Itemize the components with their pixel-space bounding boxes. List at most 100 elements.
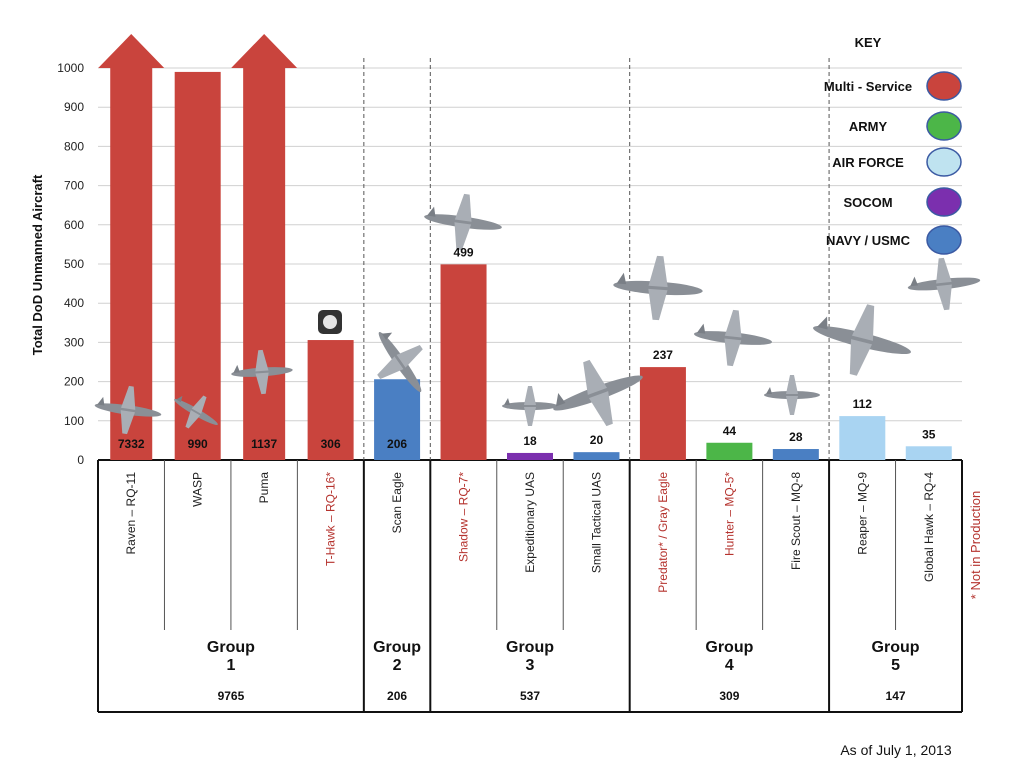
bar xyxy=(839,416,886,460)
wing xyxy=(255,372,269,395)
data-label: 206 xyxy=(387,437,407,451)
wing xyxy=(454,222,472,251)
wing xyxy=(583,359,608,395)
aircraft-images xyxy=(94,193,981,435)
tail xyxy=(817,316,828,330)
y-tick-label: 900 xyxy=(64,100,84,114)
category-label: Predator* / Gray Eagle xyxy=(656,472,670,593)
legend-label: SOCOM xyxy=(843,195,892,210)
group-label: Group xyxy=(872,639,920,656)
group-label: Group xyxy=(207,639,255,656)
bar xyxy=(706,442,753,460)
puma-image xyxy=(231,349,293,395)
bar-arrow xyxy=(98,34,165,460)
fuselage xyxy=(907,277,981,291)
y-axis-label: Total DoD Unmanned Aircraft xyxy=(30,174,45,355)
legend-swatch xyxy=(926,225,962,255)
hunter-image xyxy=(694,309,772,367)
y-tick-label: 700 xyxy=(64,179,84,193)
data-label: 44 xyxy=(723,424,737,438)
group-total: 309 xyxy=(719,689,739,703)
tail xyxy=(427,206,436,217)
tail xyxy=(176,395,183,403)
t-hawk-image xyxy=(318,310,342,334)
bar xyxy=(905,446,952,460)
wing xyxy=(588,391,613,427)
tail xyxy=(910,276,919,287)
fuselage xyxy=(694,331,772,345)
scan-eagle-image xyxy=(377,332,423,392)
wing xyxy=(524,386,536,405)
y-tick-label: 1000 xyxy=(57,61,84,75)
legend-swatch xyxy=(926,111,962,141)
predator-image xyxy=(613,255,703,321)
category-label: T-Hawk – RQ-16* xyxy=(324,472,338,566)
legend-title: KEY xyxy=(855,35,882,50)
legend-label: ARMY xyxy=(849,119,888,134)
wing xyxy=(120,410,135,435)
reaper-image xyxy=(813,304,911,376)
tail xyxy=(766,387,772,394)
fuselage xyxy=(764,391,820,399)
tail xyxy=(696,323,706,334)
data-label: 7332 xyxy=(118,437,145,451)
bar xyxy=(174,71,221,461)
category-label: WASP xyxy=(191,472,205,507)
group-total: 9765 xyxy=(218,689,245,703)
data-label: 20 xyxy=(590,433,604,447)
data-label: 237 xyxy=(653,348,673,362)
category-table: Raven – RQ-11 WASP Puma T-Hawk – RQ-16* Scan… xyxy=(97,460,963,713)
group-number: 1 xyxy=(226,657,235,674)
gridlines xyxy=(98,67,962,422)
y-tick-label: 500 xyxy=(64,257,84,271)
group-number: 4 xyxy=(725,657,734,674)
fire-scout-image xyxy=(764,375,820,415)
legend-label: NAVY / USMC xyxy=(826,233,911,248)
category-label: Shadow – RQ-7* xyxy=(457,472,471,562)
wing xyxy=(724,309,742,338)
wing xyxy=(849,339,873,376)
raven-image xyxy=(94,385,162,435)
bar-arrow xyxy=(231,34,298,460)
data-label: 306 xyxy=(321,437,341,451)
as-of-date: As of July 1, 2013 xyxy=(840,742,952,758)
wing xyxy=(786,396,798,415)
global-hawk-image xyxy=(907,257,981,311)
legend-swatch xyxy=(926,147,962,177)
group-total: 147 xyxy=(886,689,906,703)
category-label: Expeditionary UAS xyxy=(523,472,537,573)
data-labels: 7332 990 1137 306 206 499 18 20 237 44 28 112 35 xyxy=(118,245,936,451)
group-label: Group xyxy=(506,639,554,656)
fuselage xyxy=(424,214,502,230)
fuselage xyxy=(231,367,293,377)
tail xyxy=(233,364,240,373)
bar xyxy=(307,340,354,460)
group-separators xyxy=(363,58,830,460)
y-tick-label: 400 xyxy=(64,296,84,310)
wing xyxy=(936,257,952,284)
tail xyxy=(381,332,393,340)
data-label: 1137 xyxy=(251,437,277,451)
tail xyxy=(97,396,105,406)
group-number: 2 xyxy=(393,657,402,674)
data-label: 18 xyxy=(523,434,537,448)
category-label: Small Tactical UAS xyxy=(589,472,603,573)
category-label: Reaper – MQ-9 xyxy=(855,472,869,555)
shadow-image xyxy=(424,193,502,251)
wing xyxy=(851,304,875,341)
category-label: Fire Scout – MQ-8 xyxy=(789,472,803,570)
expeditionary-uas-image xyxy=(502,386,558,426)
wing xyxy=(524,407,536,426)
group-label: Group xyxy=(705,639,753,656)
wasp-image xyxy=(174,395,218,429)
data-label: 28 xyxy=(789,430,803,444)
group-label: Group xyxy=(373,639,421,656)
fuselage xyxy=(378,332,422,392)
category-label: Global Hawk – RQ-4 xyxy=(922,472,936,582)
bar xyxy=(573,452,620,460)
bar xyxy=(639,367,686,460)
rotor xyxy=(323,315,337,329)
y-tick-label: 300 xyxy=(64,335,84,349)
fuselage xyxy=(502,402,558,410)
legend-label: AIR FORCE xyxy=(832,155,904,170)
